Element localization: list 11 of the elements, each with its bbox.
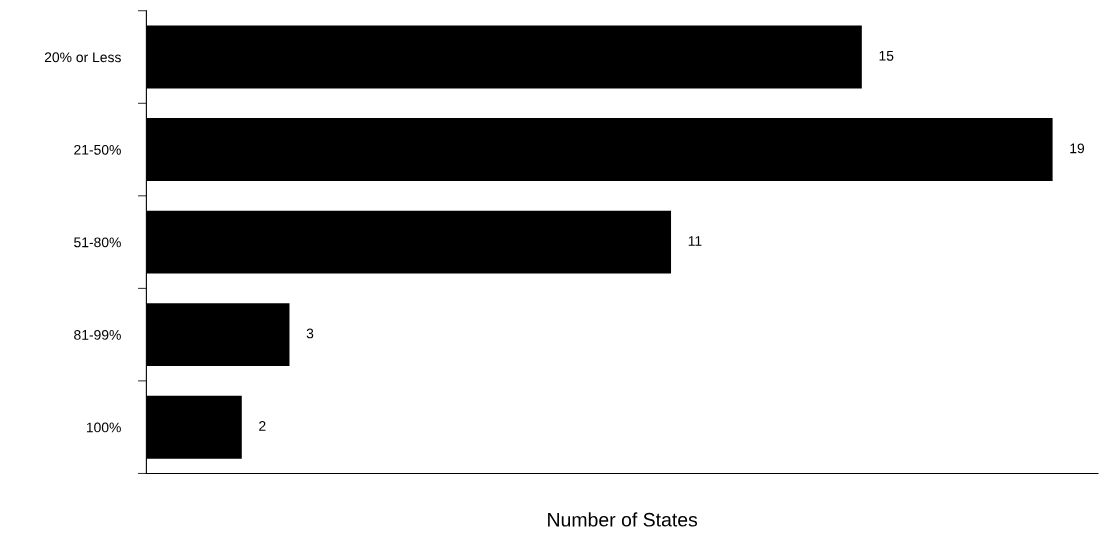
y-tick-label: 100% xyxy=(86,422,121,433)
data-label: 3 xyxy=(306,328,314,339)
y-tick-label: 51-80% xyxy=(74,237,121,248)
y-tick-label: 21-50% xyxy=(74,144,121,155)
data-label: 15 xyxy=(879,51,894,61)
y-tick-label: 81-99% xyxy=(74,329,121,340)
data-label: 2 xyxy=(259,421,266,431)
data-label: 11 xyxy=(688,236,702,246)
x-axis-title: Number of States xyxy=(548,512,698,527)
data-label: 19 xyxy=(1070,143,1085,154)
y-tick-label: 20% or Less xyxy=(44,52,121,63)
